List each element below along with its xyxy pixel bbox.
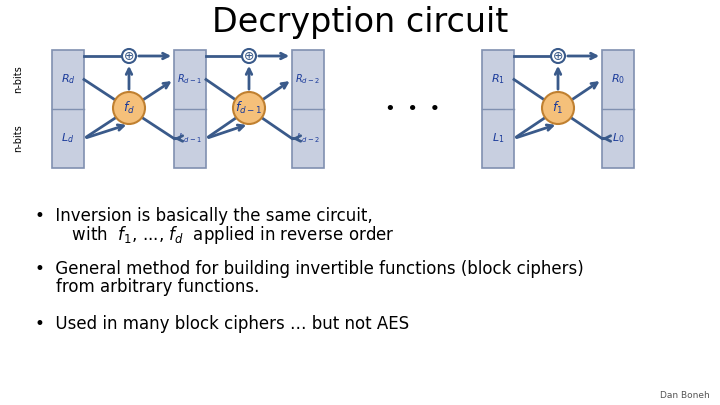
FancyBboxPatch shape	[52, 50, 84, 168]
Circle shape	[113, 92, 145, 124]
Text: $R_d$: $R_d$	[60, 72, 76, 86]
Text: $f_1$: $f_1$	[552, 100, 564, 116]
Text: $R_{d-1}$: $R_{d-1}$	[177, 72, 202, 86]
Text: •  Inversion is basically the same circuit,: • Inversion is basically the same circui…	[35, 207, 373, 225]
Circle shape	[242, 49, 256, 63]
Circle shape	[542, 92, 574, 124]
Text: •  General method for building invertible functions (block ciphers): • General method for building invertible…	[35, 260, 584, 278]
Text: $f_d$: $f_d$	[123, 100, 135, 116]
Text: $\oplus$: $\oplus$	[552, 49, 564, 62]
Text: $f_{d-1}$: $f_{d-1}$	[235, 100, 263, 116]
Text: •  •  •: • • •	[385, 100, 441, 118]
Text: $L_d$: $L_d$	[61, 132, 75, 145]
Text: n-bits: n-bits	[13, 125, 23, 152]
Text: n-bits: n-bits	[13, 66, 23, 94]
Text: $R_{d-2}$: $R_{d-2}$	[295, 72, 320, 86]
Text: with  $f_1$, ..., $f_d$  applied in reverse order: with $f_1$, ..., $f_d$ applied in revers…	[35, 224, 395, 246]
Text: Decryption circuit: Decryption circuit	[212, 6, 508, 39]
FancyBboxPatch shape	[482, 50, 514, 168]
Text: $R_1$: $R_1$	[491, 72, 505, 86]
Text: $L_{d-1}$: $L_{d-1}$	[178, 132, 202, 145]
FancyBboxPatch shape	[174, 50, 206, 168]
Text: $L_{d-2}$: $L_{d-2}$	[296, 132, 320, 145]
Text: $\oplus$: $\oplus$	[243, 49, 255, 62]
Text: from arbitrary functions.: from arbitrary functions.	[35, 278, 259, 296]
Text: $\oplus$: $\oplus$	[123, 49, 135, 62]
Text: $L_1$: $L_1$	[492, 132, 504, 145]
FancyBboxPatch shape	[602, 50, 634, 168]
Text: •  Used in many block ciphers … but not AES: • Used in many block ciphers … but not A…	[35, 315, 409, 333]
Circle shape	[551, 49, 565, 63]
Circle shape	[122, 49, 136, 63]
Text: $L_0$: $L_0$	[612, 132, 624, 145]
FancyBboxPatch shape	[292, 50, 324, 168]
Text: Dan Boneh: Dan Boneh	[660, 391, 710, 400]
Text: $R_0$: $R_0$	[611, 72, 625, 86]
Circle shape	[233, 92, 265, 124]
